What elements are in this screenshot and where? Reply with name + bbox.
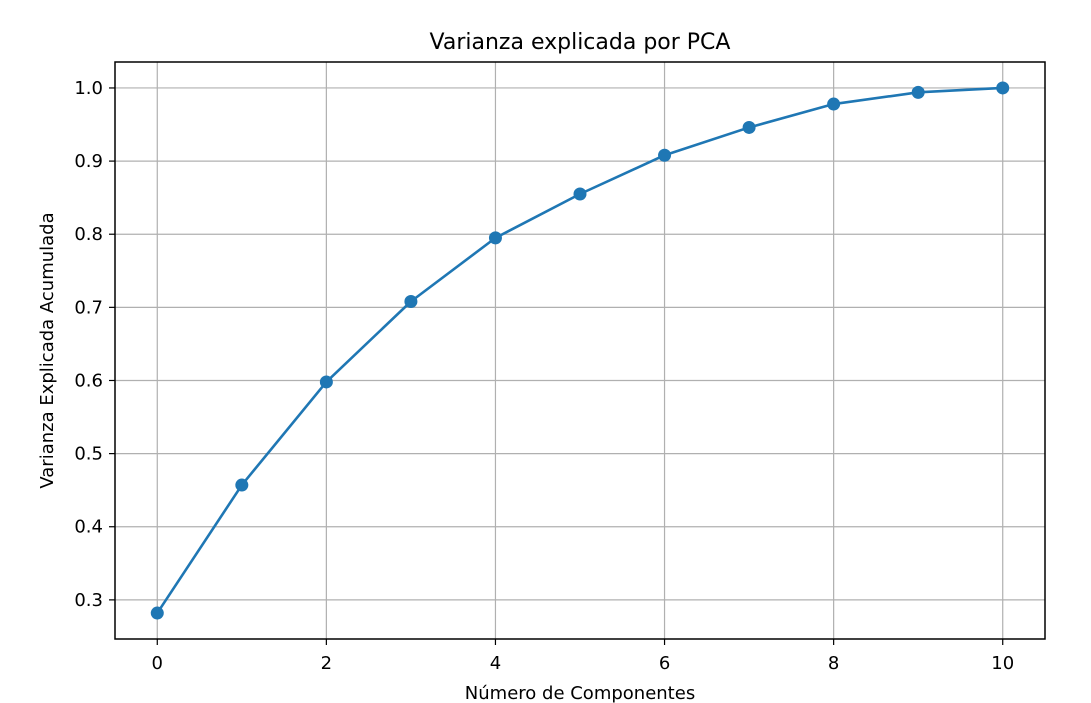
x-tick-label: 0 bbox=[152, 653, 163, 674]
data-point bbox=[150, 606, 164, 620]
data-point bbox=[911, 85, 925, 99]
x-tick-label: 4 bbox=[490, 653, 501, 674]
x-tick-label: 6 bbox=[659, 653, 670, 674]
chart-title: Varianza explicada por PCA bbox=[430, 30, 731, 55]
y-tick-label: 0.3 bbox=[74, 590, 103, 611]
x-tick-label: 8 bbox=[828, 653, 839, 674]
y-tick-label: 0.9 bbox=[74, 151, 103, 172]
y-tick-label: 0.8 bbox=[74, 224, 103, 245]
y-axis-title: Varianza Explicada Acumulada bbox=[37, 212, 58, 488]
data-point bbox=[827, 97, 841, 111]
axis-ticks: 0 2 4 6 8 10 0.3 0.4 0.5 0.6 0.7 0.8 0.9 1.0 bbox=[74, 78, 1014, 674]
y-tick-label: 0.5 bbox=[74, 444, 103, 465]
series-layer bbox=[150, 81, 1010, 620]
data-point bbox=[658, 148, 672, 162]
x-tick-label: 2 bbox=[321, 653, 332, 674]
grid-lines bbox=[115, 62, 1045, 639]
y-tick-label: 1.0 bbox=[74, 78, 103, 99]
y-tick-label: 0.6 bbox=[74, 370, 103, 391]
data-point bbox=[996, 81, 1010, 95]
data-point bbox=[319, 375, 333, 389]
plot-area-frame bbox=[114, 61, 1046, 640]
x-tick-label: 10 bbox=[991, 653, 1014, 674]
data-point bbox=[235, 478, 249, 492]
data-point bbox=[573, 187, 587, 201]
data-point bbox=[488, 231, 502, 245]
data-point bbox=[742, 120, 756, 134]
x-axis-title: Número de Componentes bbox=[465, 683, 695, 703]
y-tick-label: 0.4 bbox=[74, 517, 103, 538]
data-point bbox=[404, 295, 418, 309]
y-tick-label: 0.7 bbox=[74, 297, 103, 318]
